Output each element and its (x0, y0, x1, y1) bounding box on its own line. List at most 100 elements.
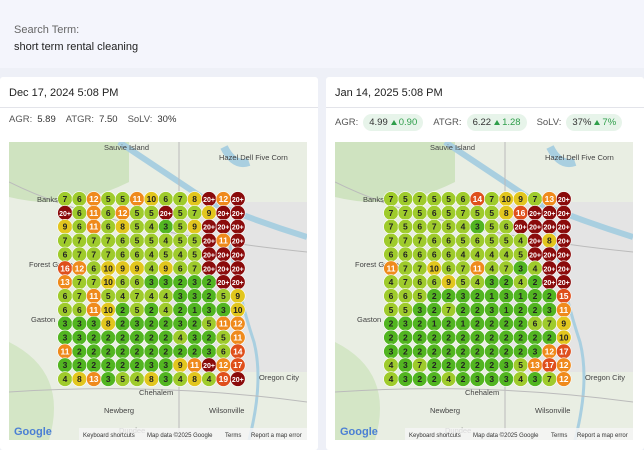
rank-value: 2 (446, 346, 451, 356)
rank-pin: 20+ (215, 218, 232, 235)
rank-pin: 5 (397, 302, 414, 318)
rank-pin: 2 (100, 329, 116, 346)
rank-pin: 7 (86, 274, 102, 290)
rank-pin: 3 (201, 343, 217, 360)
rank-value: 7 (178, 194, 183, 204)
rank-pin: 3 (383, 343, 399, 360)
rank-pin: 7 (397, 274, 414, 290)
rank-value: 6 (106, 222, 111, 232)
rank-pin: 9 (114, 260, 131, 276)
rank-pin: 11 (86, 218, 102, 235)
rank-pin: 20+ (230, 260, 246, 276)
footer-bg (405, 428, 633, 440)
park (335, 142, 455, 202)
metric-delta-value: 0.90 (398, 117, 418, 128)
rank-value: 5 (518, 249, 523, 259)
rank-value: 5 (489, 208, 494, 218)
rank-pin: 11 (215, 232, 232, 249)
rank-value: 5 (221, 291, 226, 301)
rank-value: 20+ (529, 252, 541, 259)
rank-value: 9 (446, 277, 451, 287)
rank-pin: 2 (440, 288, 457, 304)
rank-pin: 2 (397, 329, 414, 346)
rank-pin: 6 (498, 218, 514, 235)
rank-value: 4 (149, 291, 154, 301)
rank-pin: 2 (541, 288, 558, 304)
rank-pin: 2 (469, 315, 486, 332)
rank-pin: 3 (201, 302, 217, 318)
rank-pin: 2 (158, 329, 174, 346)
rank-value: 2 (135, 333, 140, 343)
rank-pin: 20+ (230, 232, 246, 249)
rank-pin: 5 (100, 288, 116, 304)
rank-value: 4 (389, 277, 394, 287)
rank-value: 20+ (160, 211, 172, 218)
rank-pin: 4 (158, 232, 174, 249)
rank-value: 5 (403, 305, 408, 315)
rank-pin: 5 (186, 232, 203, 249)
rank-value: 6 (417, 249, 422, 259)
rank-pin: 11 (86, 288, 102, 304)
rank-pin: 3 (397, 371, 414, 387)
rank-value: 2 (120, 360, 125, 370)
rank-pin: 20+ (512, 218, 529, 235)
rank-pin: 20+ (556, 232, 572, 249)
rank-pin: 6 (527, 315, 543, 332)
rank-pin: 2 (440, 329, 457, 346)
metric-label: ATGR: (433, 117, 462, 128)
rank-value: 20+ (232, 225, 244, 232)
rank-pin: 5 (129, 205, 145, 221)
rank-value: 20+ (203, 225, 215, 232)
rank-value: 20+ (543, 266, 555, 273)
rank-value: 5 (417, 208, 422, 218)
rank-value: 6 (163, 194, 168, 204)
rank-value: 12 (219, 360, 229, 370)
rank-pin: 12 (215, 191, 232, 207)
rank-pin: 20+ (541, 260, 558, 276)
rank-value: 9 (518, 194, 523, 204)
rank-pin: 10 (230, 302, 246, 318)
map-label: Forest Grove (355, 260, 399, 269)
rank-value: 3 (77, 319, 82, 329)
google-logo: Google (14, 426, 52, 438)
rank-value: 7 (403, 263, 408, 273)
rank-pin: 2 (469, 357, 486, 373)
rank-value: 20+ (232, 266, 244, 273)
rank-value: 20+ (203, 252, 215, 259)
rank-pin: 2 (484, 329, 500, 346)
rank-value: 12 (233, 319, 243, 329)
rank-pin: 4 (469, 246, 486, 263)
rank-pin: 6 (412, 218, 428, 235)
footer-link: Keyboard shortcuts (409, 433, 461, 439)
rank-pin: 8 (143, 371, 160, 387)
rank-pin: 3 (541, 302, 558, 318)
rank-value: 2 (504, 277, 509, 287)
rank-value: 16 (516, 208, 526, 218)
rank-pin: 10 (100, 260, 116, 276)
rank-pin: 7 (57, 191, 73, 207)
rank-pin: 8 (498, 205, 514, 221)
rank-value: 2 (446, 319, 451, 329)
rank-pin: 5 (397, 218, 414, 235)
rank-value: 3 (489, 374, 494, 384)
rank-pin: 2 (512, 315, 529, 332)
rank-pin: 2 (158, 315, 174, 332)
rank-value: 2 (163, 346, 168, 356)
rank-pin: 2 (498, 274, 514, 290)
rank-value: 3 (547, 305, 552, 315)
rank-value: 2 (461, 374, 466, 384)
rank-pin: 5 (426, 191, 442, 207)
rank-value: 8 (192, 374, 197, 384)
rank-value: 6 (432, 236, 437, 246)
rank-value: 5 (461, 277, 466, 287)
rank-pin: 2 (484, 357, 500, 373)
rank-pin: 2 (412, 371, 428, 387)
map-label: Hazel Dell Five Corn (219, 153, 288, 162)
rank-value: 3 (403, 319, 408, 329)
metric-delta: 0.90 (390, 117, 418, 128)
rank-value: 11 (61, 346, 70, 356)
rank-pin: 5 (129, 302, 145, 318)
rank-value: 6 (446, 249, 451, 259)
rank-value: 4 (163, 305, 168, 315)
rank-value: 2 (192, 346, 197, 356)
